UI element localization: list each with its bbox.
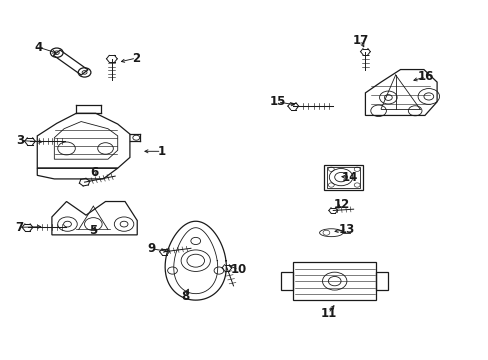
Text: 16: 16 bbox=[417, 70, 433, 83]
Text: 14: 14 bbox=[341, 171, 357, 184]
Text: 2: 2 bbox=[132, 51, 140, 64]
Text: 7: 7 bbox=[15, 221, 23, 234]
Text: 6: 6 bbox=[90, 166, 98, 179]
Text: 4: 4 bbox=[35, 41, 43, 54]
Text: 5: 5 bbox=[89, 224, 97, 237]
Bar bbox=[324, 165, 362, 190]
Text: 10: 10 bbox=[230, 263, 246, 276]
Text: 9: 9 bbox=[147, 242, 156, 255]
Text: 1: 1 bbox=[157, 145, 165, 158]
Text: 11: 11 bbox=[320, 307, 336, 320]
Text: 12: 12 bbox=[333, 198, 349, 211]
Text: 17: 17 bbox=[352, 33, 368, 47]
Text: 15: 15 bbox=[269, 95, 285, 108]
Text: 8: 8 bbox=[181, 290, 189, 303]
Text: 3: 3 bbox=[16, 134, 24, 147]
Text: 13: 13 bbox=[338, 223, 354, 236]
Bar bbox=[327, 167, 359, 188]
